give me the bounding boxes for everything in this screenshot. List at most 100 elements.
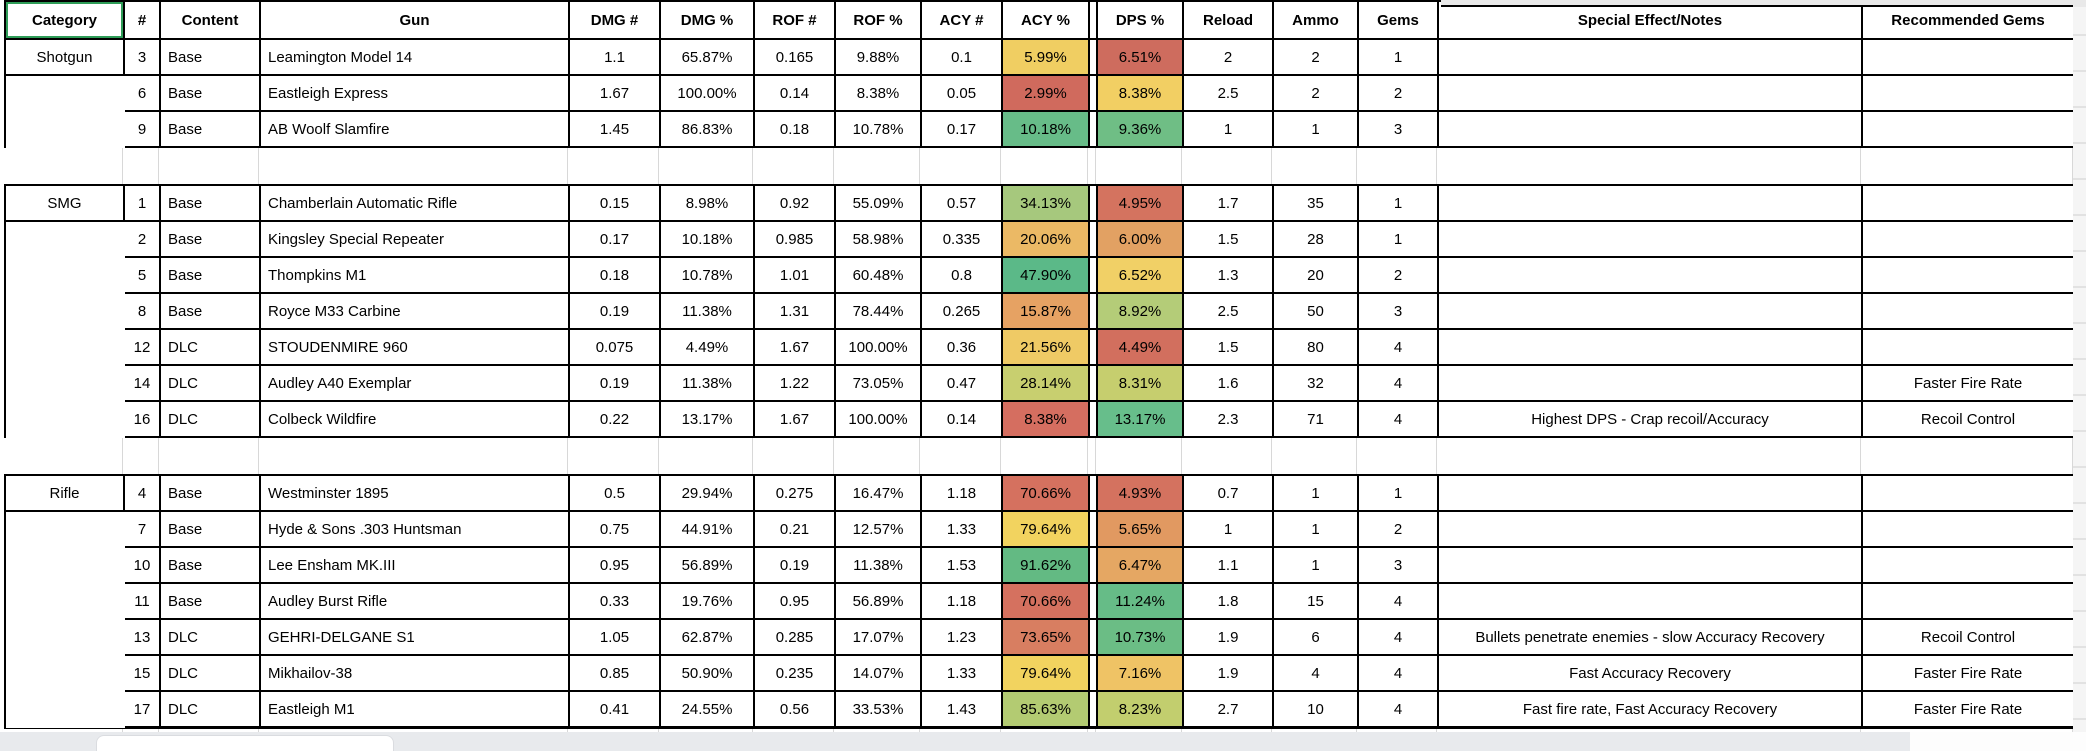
cell-acy_num[interactable]: 0.1 (922, 40, 1003, 76)
cell-rof_pct[interactable]: 100.00% (836, 402, 922, 438)
cell-ammo[interactable]: 2 (1274, 40, 1359, 76)
cell-reload[interactable]: 1.3 (1184, 258, 1274, 294)
column-header-rof_num[interactable]: ROF # (755, 2, 836, 38)
cell-acy_num[interactable]: 1.18 (922, 476, 1003, 512)
cell-content[interactable]: Base (161, 112, 261, 148)
cell-gun[interactable]: Colbeck Wildfire (261, 402, 570, 438)
spacer-cell[interactable] (1090, 258, 1098, 294)
cell-acy_num[interactable]: 1.33 (922, 512, 1003, 548)
blank-cell[interactable] (1437, 148, 1861, 184)
cell-num[interactable]: 1 (125, 186, 161, 222)
cell-ammo[interactable]: 71 (1274, 402, 1359, 438)
blank-cell[interactable] (1437, 438, 1861, 474)
cell-dmg_num[interactable]: 0.17 (570, 222, 661, 258)
cell-gun[interactable]: Eastleigh M1 (261, 692, 570, 728)
cell-dmg_num[interactable]: 0.19 (570, 366, 661, 402)
spacer-cell[interactable] (1090, 40, 1098, 76)
blank-cell[interactable] (1096, 438, 1182, 474)
spacer-cell[interactable] (1090, 294, 1098, 330)
cell-dps_pct[interactable]: 13.17% (1098, 402, 1184, 438)
cell-dmg_pct[interactable]: 4.49% (661, 330, 755, 366)
cell-rec_gems[interactable]: Recoil Control (1863, 620, 2075, 656)
spacer-cell[interactable] (1090, 112, 1098, 148)
cell-rof_num[interactable]: 0.235 (755, 656, 836, 692)
blank-cell[interactable] (259, 438, 568, 474)
cell-ammo[interactable]: 32 (1274, 366, 1359, 402)
cell-ammo[interactable]: 6 (1274, 620, 1359, 656)
cell-rof_num[interactable]: 1.22 (755, 366, 836, 402)
cell-gems[interactable]: 4 (1359, 584, 1439, 620)
cell-content[interactable]: DLC (161, 656, 261, 692)
cell-num[interactable]: 15 (125, 656, 161, 692)
blank-cell[interactable] (1096, 148, 1182, 184)
cell-dmg_num[interactable]: 0.15 (570, 186, 661, 222)
cell-num[interactable]: 10 (125, 548, 161, 584)
blank-cell[interactable] (834, 438, 920, 474)
column-header-num[interactable]: # (125, 2, 161, 38)
cell-rec_gems[interactable] (1863, 294, 2075, 330)
blank-cell[interactable] (834, 148, 920, 184)
cell-notes[interactable] (1439, 330, 1863, 366)
cell-acy_pct[interactable]: 21.56% (1003, 330, 1090, 366)
cell-content[interactable]: Base (161, 40, 261, 76)
cell-rec_gems[interactable]: Faster Fire Rate (1863, 692, 2075, 728)
cell-rof_num[interactable]: 0.95 (755, 584, 836, 620)
cell-rof_pct[interactable]: 78.44% (836, 294, 922, 330)
cell-reload[interactable]: 1.1 (1184, 548, 1274, 584)
cell-rec_gems[interactable] (1863, 584, 2075, 620)
cell-dmg_pct[interactable]: 24.55% (661, 692, 755, 728)
column-header-ammo[interactable]: Ammo (1274, 2, 1359, 38)
column-header-gun[interactable]: Gun (261, 2, 570, 38)
cell-num[interactable]: 4 (125, 476, 161, 512)
spacer-cell[interactable] (1090, 656, 1098, 692)
spacer-cell[interactable] (1090, 76, 1098, 112)
blank-cell[interactable] (259, 148, 568, 184)
blank-cell[interactable] (920, 438, 1001, 474)
cell-ammo[interactable]: 10 (1274, 692, 1359, 728)
cell-rec_gems[interactable] (1863, 112, 2075, 148)
column-header-dps_pct[interactable]: DPS % (1098, 2, 1184, 38)
cell-content[interactable]: Base (161, 222, 261, 258)
cell-dmg_pct[interactable]: 19.76% (661, 584, 755, 620)
cell-notes[interactable] (1439, 40, 1863, 76)
cell-gun[interactable]: Eastleigh Express (261, 76, 570, 112)
cell-notes[interactable]: Highest DPS - Crap recoil/Accuracy (1439, 402, 1863, 438)
cell-content[interactable]: DLC (161, 402, 261, 438)
cell-reload[interactable]: 1 (1184, 512, 1274, 548)
cell-gems[interactable]: 3 (1359, 548, 1439, 584)
cell-dmg_pct[interactable]: 8.98% (661, 186, 755, 222)
blank-cell[interactable] (1272, 148, 1357, 184)
column-header-notes[interactable]: Special Effect/Notes (1439, 2, 1863, 38)
blank-cell[interactable] (1001, 438, 1088, 474)
cell-dps_pct[interactable]: 8.31% (1098, 366, 1184, 402)
cell-gems[interactable]: 1 (1359, 476, 1439, 512)
blank-cell[interactable] (1861, 148, 2073, 184)
cell-rof_pct[interactable]: 60.48% (836, 258, 922, 294)
cell-rof_num[interactable]: 0.165 (755, 40, 836, 76)
blank-cell[interactable] (1182, 148, 1272, 184)
blank-cell[interactable] (1357, 148, 1437, 184)
cell-dmg_num[interactable]: 0.5 (570, 476, 661, 512)
cell-dmg_num[interactable]: 0.41 (570, 692, 661, 728)
blank-cell[interactable] (123, 148, 159, 184)
cell-rof_num[interactable]: 0.92 (755, 186, 836, 222)
blank-cell[interactable] (753, 148, 834, 184)
cell-num[interactable]: 8 (125, 294, 161, 330)
cell-num[interactable]: 2 (125, 222, 161, 258)
cell-notes[interactable] (1439, 76, 1863, 112)
cell-ammo[interactable]: 1 (1274, 512, 1359, 548)
column-header-gems[interactable]: Gems (1359, 2, 1439, 38)
cell-ammo[interactable]: 1 (1274, 548, 1359, 584)
cell-notes[interactable]: Fast Accuracy Recovery (1439, 656, 1863, 692)
cell-gun[interactable]: STOUDENMIRE 960 (261, 330, 570, 366)
cell-rec_gems[interactable] (1863, 258, 2075, 294)
cell-dps_pct[interactable]: 4.49% (1098, 330, 1184, 366)
cell-dps_pct[interactable]: 8.92% (1098, 294, 1184, 330)
horizontal-scrollbar-thumb[interactable] (97, 736, 393, 751)
cell-num[interactable]: 16 (125, 402, 161, 438)
cell-gun[interactable]: GEHRI-DELGANE S1 (261, 620, 570, 656)
cell-rof_num[interactable]: 1.31 (755, 294, 836, 330)
cell-gems[interactable]: 1 (1359, 40, 1439, 76)
spacer-cell[interactable] (1090, 402, 1098, 438)
blank-cell[interactable] (1357, 438, 1437, 474)
